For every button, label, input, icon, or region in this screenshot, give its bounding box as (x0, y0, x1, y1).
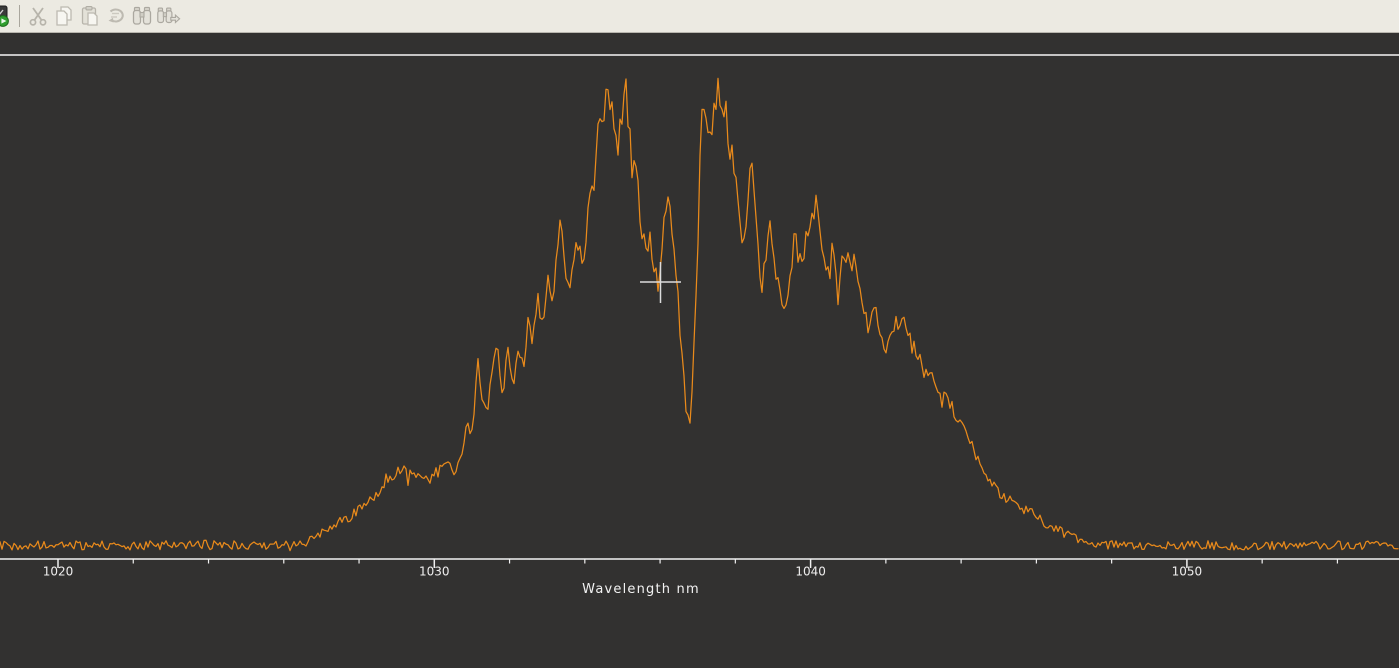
x-tick-label: 1020 (43, 565, 74, 579)
cut-icon (29, 7, 47, 26)
spectrum-plot[interactable]: 1020 1030 1040 1050 Wavelength nm (0, 33, 1399, 664)
x-axis-tick-labels: 1020 1030 1040 1050 (43, 565, 1202, 579)
copy-icon (56, 6, 72, 26)
paste-icon (81, 5, 98, 26)
spectrum-trace (0, 77, 1399, 552)
x-tick-label: 1030 (419, 565, 450, 579)
cut-button[interactable] (25, 2, 51, 30)
acquire-button[interactable] (0, 2, 12, 30)
paste-button[interactable] (77, 2, 103, 30)
undo-icon (108, 8, 124, 23)
find-icon (132, 6, 152, 25)
find-button[interactable] (129, 2, 155, 30)
crosshair-cursor (640, 262, 681, 303)
find-next-icon (157, 7, 181, 24)
find-next-button[interactable] (155, 2, 181, 30)
x-tick-label: 1040 (795, 565, 826, 579)
toolbar-separator (19, 5, 20, 27)
spectrum-plot-area[interactable]: 1020 1030 1040 1050 Wavelength nm (0, 33, 1399, 664)
toolbar (0, 0, 1399, 33)
acquire-run-icon (0, 5, 9, 27)
undo-button[interactable] (103, 2, 129, 30)
x-axis-label: Wavelength nm (582, 582, 700, 597)
copy-button[interactable] (51, 2, 77, 30)
x-tick-label: 1050 (1172, 565, 1203, 579)
